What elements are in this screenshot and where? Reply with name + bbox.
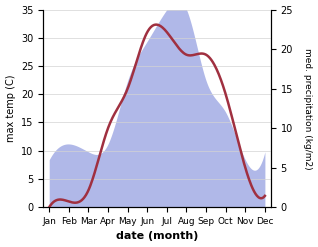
X-axis label: date (month): date (month)	[116, 231, 198, 242]
Y-axis label: max temp (C): max temp (C)	[5, 75, 16, 142]
Y-axis label: med. precipitation (kg/m2): med. precipitation (kg/m2)	[303, 48, 313, 169]
